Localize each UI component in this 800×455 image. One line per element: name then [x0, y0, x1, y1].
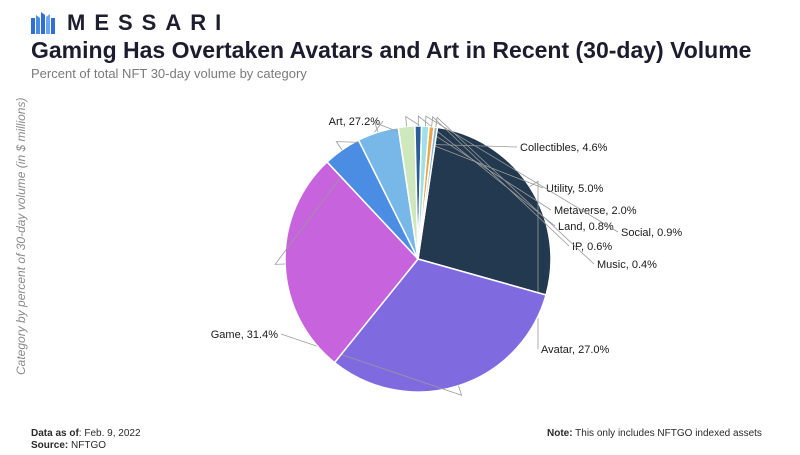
- data-as-of: Data as of: Feb. 9, 2022: [31, 428, 141, 439]
- slice-label-game: Game, 31.4%: [211, 329, 278, 341]
- slice-label-land: Land, 0.8%: [558, 221, 614, 233]
- leader-line-collectibles: [335, 141, 518, 151]
- messari-logo-icon: [31, 12, 55, 34]
- slice-label-music: Music, 0.4%: [597, 259, 657, 271]
- pie-slice-music: [417, 126, 439, 260]
- leader-line-social: [424, 115, 619, 233]
- slice-label-social: Social, 0.9%: [621, 227, 682, 239]
- slice-label-metaverse: Metaverse, 2.0%: [554, 205, 637, 217]
- leader-line-ip: [431, 115, 570, 247]
- data-source: Source: NFTGO: [31, 440, 107, 451]
- leader-line-music: [435, 116, 595, 265]
- brand-name: MESSARI: [67, 10, 231, 35]
- chart-subtitle: Percent of total NFT 30-day volume by ca…: [31, 66, 307, 81]
- leader-line-utility: [374, 121, 544, 189]
- slice-label-avatar: Avatar, 27.0%: [541, 344, 610, 356]
- slice-label-utility: Utility, 5.0%: [546, 183, 603, 195]
- brand: MESSARI: [31, 10, 230, 36]
- chart-note: Note: This only includes NFTGO indexed a…: [547, 428, 762, 439]
- chart-title: Gaming Has Overtaken Avatars and Art in …: [31, 37, 752, 63]
- slice-label-art: Art, 27.2%: [329, 116, 381, 128]
- slice-label-ip: IP, 0.6%: [572, 241, 612, 253]
- slice-label-collectibles: Collectibles, 4.6%: [520, 142, 608, 154]
